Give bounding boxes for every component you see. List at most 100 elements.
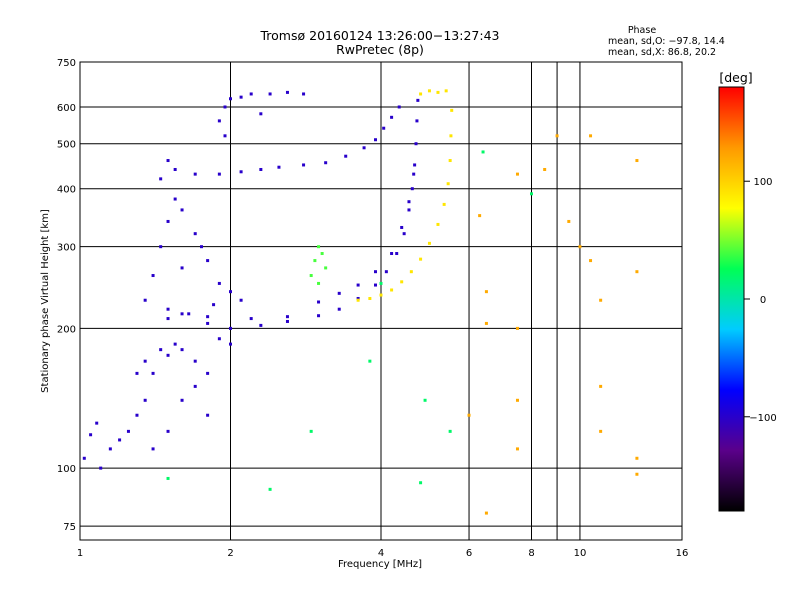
echo-point [379,293,383,297]
echo-point [407,200,411,204]
y-tick-label: 400 [57,185,76,196]
y-axis-label: Stationary phase Virtual Height [km] [40,209,51,393]
echo-point [180,398,184,402]
echo-point [212,303,216,307]
echo-point [390,252,394,256]
echo-point [193,232,197,236]
y-tick-label: 100 [57,464,76,475]
echo-point [368,359,372,363]
echo-point [599,384,603,388]
echo-point [229,326,232,330]
echo-point [277,165,281,169]
colorbar-gradient [718,86,745,512]
echo-point [151,447,155,451]
echo-point [82,456,86,460]
echo-point [390,115,394,119]
echo-point [143,298,147,302]
echo-point [484,511,488,515]
echo-point [239,95,243,99]
echo-point [239,298,243,302]
echo-point [166,476,170,480]
echo-point [317,281,321,285]
echo-point [356,298,360,302]
echo-point [180,208,184,212]
echo-point [229,342,232,346]
echo-points [82,89,639,515]
x-tick-label: 16 [676,548,689,559]
chart-subtitle: RwPretec (8p) [336,42,424,57]
echo-point [515,172,519,176]
echo-point [567,219,571,223]
phase-legend-o-mode: mean, sd,O: −97.8, 14.4 [608,36,725,47]
colorbar-ticks: 100 0 −100 [744,177,777,424]
echo-point [478,214,482,218]
echo-point [317,300,321,304]
echo-point [436,222,440,226]
echo-point [249,317,253,321]
x-tick-label: 6 [466,548,472,559]
echo-point [143,398,147,402]
chart-title: Tromsø 20160124 13:26:00−13:27:43 [260,28,500,43]
x-tick-label: 8 [528,548,534,559]
echo-point [159,245,163,249]
echo-point [448,429,452,433]
echo-point [229,290,232,294]
echo-point [223,105,227,109]
echo-point [415,119,419,123]
echo-point [159,177,163,181]
x-axis-ticks: 1 2 4 6 8 10 16 [77,548,689,559]
echo-point [229,97,232,101]
echo-point [126,429,130,433]
echo-point [223,134,227,138]
echo-point [206,259,210,263]
echo-point [324,161,328,165]
echo-point [450,108,454,112]
y-tick-label: 200 [57,324,76,335]
echo-point [390,288,394,292]
echo-point [285,90,289,94]
echo-point [143,359,147,363]
colorbar-tick-label: 100 [753,177,772,188]
echo-point [374,283,378,287]
echo-point [166,317,170,321]
echo-point [409,270,413,274]
echo-point [108,447,112,451]
echo-point [515,398,519,402]
echo-point [187,312,191,316]
echo-point [484,321,488,325]
echo-point [268,487,272,491]
echo-point [395,252,399,256]
echo-point [344,154,348,158]
y-tick-label: 300 [57,243,76,254]
y-tick-label: 600 [57,103,76,114]
echo-point [206,371,210,375]
echo-point [249,92,253,96]
echo-point [173,167,177,171]
phase-legend-heading: Phase [628,25,657,36]
echo-point [589,259,593,263]
echo-point [427,241,431,245]
echo-point [515,447,519,451]
echo-point [543,167,547,171]
echo-point [400,225,404,229]
y-tick-label: 75 [63,522,76,533]
echo-point [317,314,321,318]
echo-point [427,89,431,93]
echo-point [356,296,360,300]
echo-point [599,429,603,433]
echo-point [135,413,139,417]
echo-point [217,172,221,176]
y-tick-label: 750 [57,58,76,69]
echo-point [635,456,639,460]
echo-point [416,98,420,102]
echo-point [515,326,519,330]
echo-point [402,232,406,236]
echo-point [324,266,328,270]
phase-legend: Phase mean, sd,O: −97.8, 14.4 mean, sd,X… [608,25,725,58]
echo-point [95,421,99,425]
echo-point [268,92,272,96]
echo-point [448,159,452,163]
echo-point [180,266,184,270]
y-tick-label: 500 [57,140,76,151]
echo-point [589,134,593,138]
